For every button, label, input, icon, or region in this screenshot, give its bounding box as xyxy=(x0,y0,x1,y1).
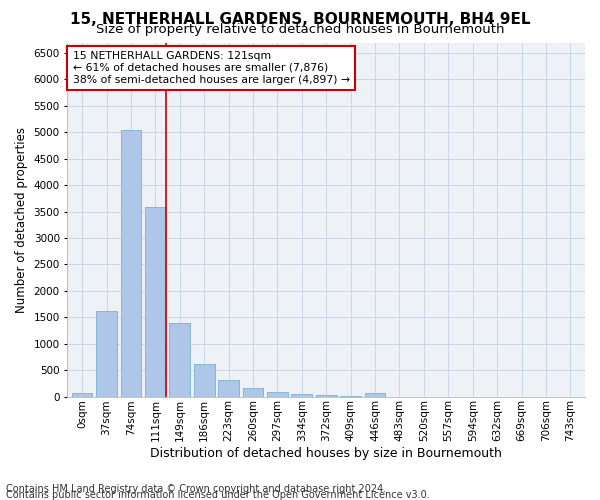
Text: 15 NETHERHALL GARDENS: 121sqm
← 61% of detached houses are smaller (7,876)
38% o: 15 NETHERHALL GARDENS: 121sqm ← 61% of d… xyxy=(73,52,350,84)
Text: 15, NETHERHALL GARDENS, BOURNEMOUTH, BH4 9EL: 15, NETHERHALL GARDENS, BOURNEMOUTH, BH4… xyxy=(70,12,530,28)
Y-axis label: Number of detached properties: Number of detached properties xyxy=(15,126,28,312)
Bar xyxy=(72,393,92,396)
Bar xyxy=(365,394,385,396)
Text: Contains HM Land Registry data © Crown copyright and database right 2024.: Contains HM Land Registry data © Crown c… xyxy=(6,484,386,494)
Bar xyxy=(218,380,239,396)
Bar xyxy=(267,392,288,396)
Bar xyxy=(121,130,141,396)
Bar xyxy=(169,322,190,396)
Text: Contains public sector information licensed under the Open Government Licence v3: Contains public sector information licen… xyxy=(6,490,430,500)
Bar xyxy=(194,364,215,396)
Bar xyxy=(242,388,263,396)
Bar xyxy=(292,394,312,396)
Bar xyxy=(145,208,166,396)
Text: Size of property relative to detached houses in Bournemouth: Size of property relative to detached ho… xyxy=(96,22,504,36)
Bar xyxy=(96,311,117,396)
X-axis label: Distribution of detached houses by size in Bournemouth: Distribution of detached houses by size … xyxy=(150,447,502,460)
